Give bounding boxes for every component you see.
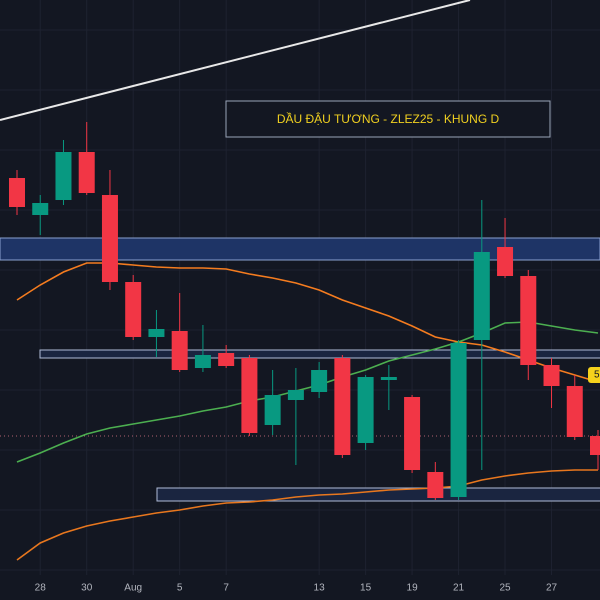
x-tick-label: Aug bbox=[124, 583, 142, 594]
x-tick-label: 7 bbox=[223, 583, 229, 594]
trend-line bbox=[0, 0, 471, 121]
x-tick-label: 25 bbox=[499, 583, 511, 594]
x-tick-label: 28 bbox=[35, 583, 47, 594]
moving-average bbox=[16, 321, 599, 463]
x-tick-label: 5 bbox=[177, 583, 183, 594]
moving-average bbox=[16, 469, 598, 561]
candle-body bbox=[125, 282, 142, 337]
x-tick-label: 13 bbox=[314, 583, 326, 594]
candle-body bbox=[194, 355, 211, 368]
candle-body bbox=[590, 436, 600, 455]
candle-body bbox=[241, 358, 258, 433]
price-tag bbox=[588, 367, 600, 383]
candle-body bbox=[404, 397, 421, 470]
price-tag-label: 5 bbox=[594, 370, 600, 381]
x-tick-label: 27 bbox=[546, 583, 558, 594]
candle-body bbox=[9, 178, 25, 207]
candle-body bbox=[78, 152, 95, 193]
zone bbox=[0, 237, 600, 261]
zone bbox=[156, 487, 600, 502]
candle-body bbox=[450, 343, 467, 497]
candle-body bbox=[101, 195, 118, 282]
x-tick-label: 15 bbox=[360, 583, 372, 594]
candle-body bbox=[264, 395, 281, 425]
candle-body bbox=[32, 203, 49, 215]
zone bbox=[39, 349, 600, 359]
plot bbox=[9, 122, 600, 561]
candle-body bbox=[171, 331, 188, 370]
candle-body bbox=[148, 329, 165, 337]
candle-body bbox=[473, 252, 490, 340]
candle-body bbox=[520, 276, 537, 365]
candle-body bbox=[566, 386, 583, 437]
candle-body bbox=[334, 358, 351, 455]
grid bbox=[0, 0, 600, 575]
title-box bbox=[225, 100, 551, 138]
candle-body bbox=[497, 247, 514, 276]
candle-body bbox=[357, 377, 374, 443]
x-tick-label: 21 bbox=[453, 583, 465, 594]
chart-title: DẦU ĐẬU TƯƠNG - ZLEZ25 - KHUNG D bbox=[277, 111, 500, 126]
x-tick-label: 30 bbox=[81, 583, 93, 594]
candle-body bbox=[55, 152, 72, 200]
candle-body bbox=[543, 365, 560, 386]
x-tick-label: 19 bbox=[407, 583, 419, 594]
candle-body bbox=[218, 353, 235, 366]
candle-body bbox=[311, 370, 328, 392]
candle-body bbox=[380, 377, 397, 380]
candle-body bbox=[427, 472, 444, 498]
candle-body bbox=[287, 390, 304, 400]
